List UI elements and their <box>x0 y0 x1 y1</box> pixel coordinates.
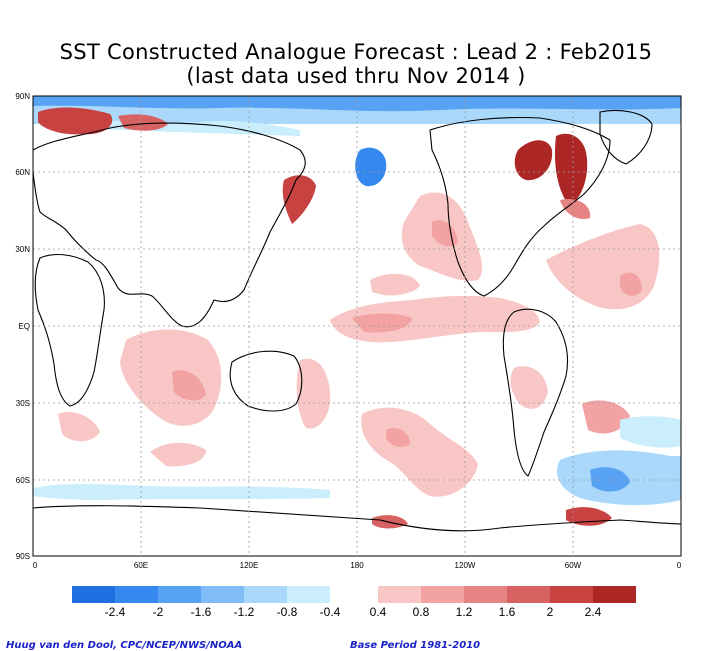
south-america-coast <box>502 308 569 477</box>
australia-coast <box>229 350 303 412</box>
antarctica-coast <box>33 505 681 532</box>
colorbar-negative: -2.4 -2 -1.6 -1.2 -0.8 -0.4 <box>72 586 341 619</box>
bering-cold <box>355 147 387 187</box>
colorbar-swatch <box>464 586 507 603</box>
lon-label: 120E <box>240 561 259 570</box>
anomaly-field <box>33 96 681 556</box>
equatorial-pacific-warm-core <box>352 313 412 333</box>
colorbar-label: -1.2 <box>234 605 255 619</box>
colorbar-swatch <box>593 586 636 603</box>
colorbar-swatch <box>201 586 244 603</box>
greenland-coast <box>599 109 653 165</box>
colorbar-swatch <box>72 586 115 603</box>
southern-indian-warm <box>150 442 206 467</box>
graticule <box>33 96 681 556</box>
colorbar-label: -2.4 <box>105 605 126 619</box>
colorbar-label: 1.6 <box>499 605 516 619</box>
colorbar-label: 0.8 <box>413 605 430 619</box>
lon-label: 0 <box>677 561 682 570</box>
colorbar-swatch <box>287 586 330 603</box>
lon-label: 180 <box>350 561 364 570</box>
africa-coast <box>34 253 105 407</box>
tropical-atlantic-warm-core <box>620 272 642 296</box>
lat-label: 30S <box>16 399 30 408</box>
lon-label: 60E <box>134 561 148 570</box>
hudson-bay-warm <box>514 140 553 181</box>
southern-ocean-cold-core <box>590 467 630 492</box>
colorbar-swatch <box>421 586 464 603</box>
lat-label: 90N <box>15 92 30 101</box>
south-pacific-warm <box>361 407 478 497</box>
colorbar-swatch <box>550 586 593 603</box>
colorbar-label: 2 <box>547 605 554 619</box>
base-period-text: Base Period 1981-2010 <box>350 640 481 651</box>
credit-text: Huug van den Dool, CPC/NCEP/NWS/NOAA <box>6 640 243 651</box>
map-frame <box>32 95 682 557</box>
barents-warm <box>38 107 113 135</box>
colorbar-label: -0.8 <box>277 605 298 619</box>
labrador-warm <box>554 133 588 206</box>
indian-ocean-warm-core <box>172 370 206 401</box>
okhotsk-warm <box>282 175 316 224</box>
lon-label: 60W <box>565 561 582 570</box>
tropical-atlantic-warm <box>546 224 660 310</box>
south-atlantic-east-warm <box>58 412 100 442</box>
lon-label: 0 <box>33 561 38 570</box>
colorbar-swatch <box>115 586 158 603</box>
lat-label: 30N <box>15 245 30 254</box>
colorbar-label: -2 <box>153 605 164 619</box>
colorbar-positive: 0.4 0.8 1.2 1.6 2 2.4 <box>370 586 636 619</box>
map-subtitle: (last data used thru Nov 2014 ) <box>186 64 526 88</box>
map-title: SST Constructed Analogue Forecast : Lead… <box>59 40 653 64</box>
lon-axis: 0 60E 120E 180 120W 60W 0 <box>33 561 682 570</box>
north-america-coast <box>429 116 611 297</box>
colorbar-label: 2.4 <box>585 605 602 619</box>
lat-label: EQ <box>18 322 30 331</box>
colorbar-swatch <box>244 586 287 603</box>
south-atlantic-cold <box>620 416 681 448</box>
subtropical-pacific-warm <box>370 273 420 296</box>
lon-label: 120W <box>455 561 476 570</box>
lat-label: 60N <box>15 168 30 177</box>
tasman-warm <box>296 358 331 429</box>
south-pacific-warm-core <box>386 427 410 447</box>
colorbar-swatch <box>378 586 421 603</box>
newfoundland-warm <box>560 198 591 220</box>
colorbar-swatch <box>507 586 550 603</box>
kara-warm <box>118 114 168 131</box>
colorbar-label: -1.6 <box>191 605 212 619</box>
indian-ocean-warm <box>120 329 222 426</box>
sw-atlantic-warm <box>582 400 630 434</box>
colorbar-swatch <box>158 586 201 603</box>
arctic-cold-core <box>33 96 681 112</box>
colorbar-label: -0.4 <box>320 605 341 619</box>
coastlines <box>33 109 681 532</box>
se-pacific-warm <box>510 366 548 409</box>
circumpolar-cold <box>33 484 330 500</box>
colorbar-label: 1.2 <box>456 605 473 619</box>
lat-axis: 90N 60N 30N EQ 30S 60S 90S <box>15 92 30 561</box>
lat-label: 60S <box>16 476 30 485</box>
colorbar-label: 0.4 <box>370 605 387 619</box>
lat-label: 90S <box>16 552 30 561</box>
eurasia-coast <box>33 122 306 328</box>
